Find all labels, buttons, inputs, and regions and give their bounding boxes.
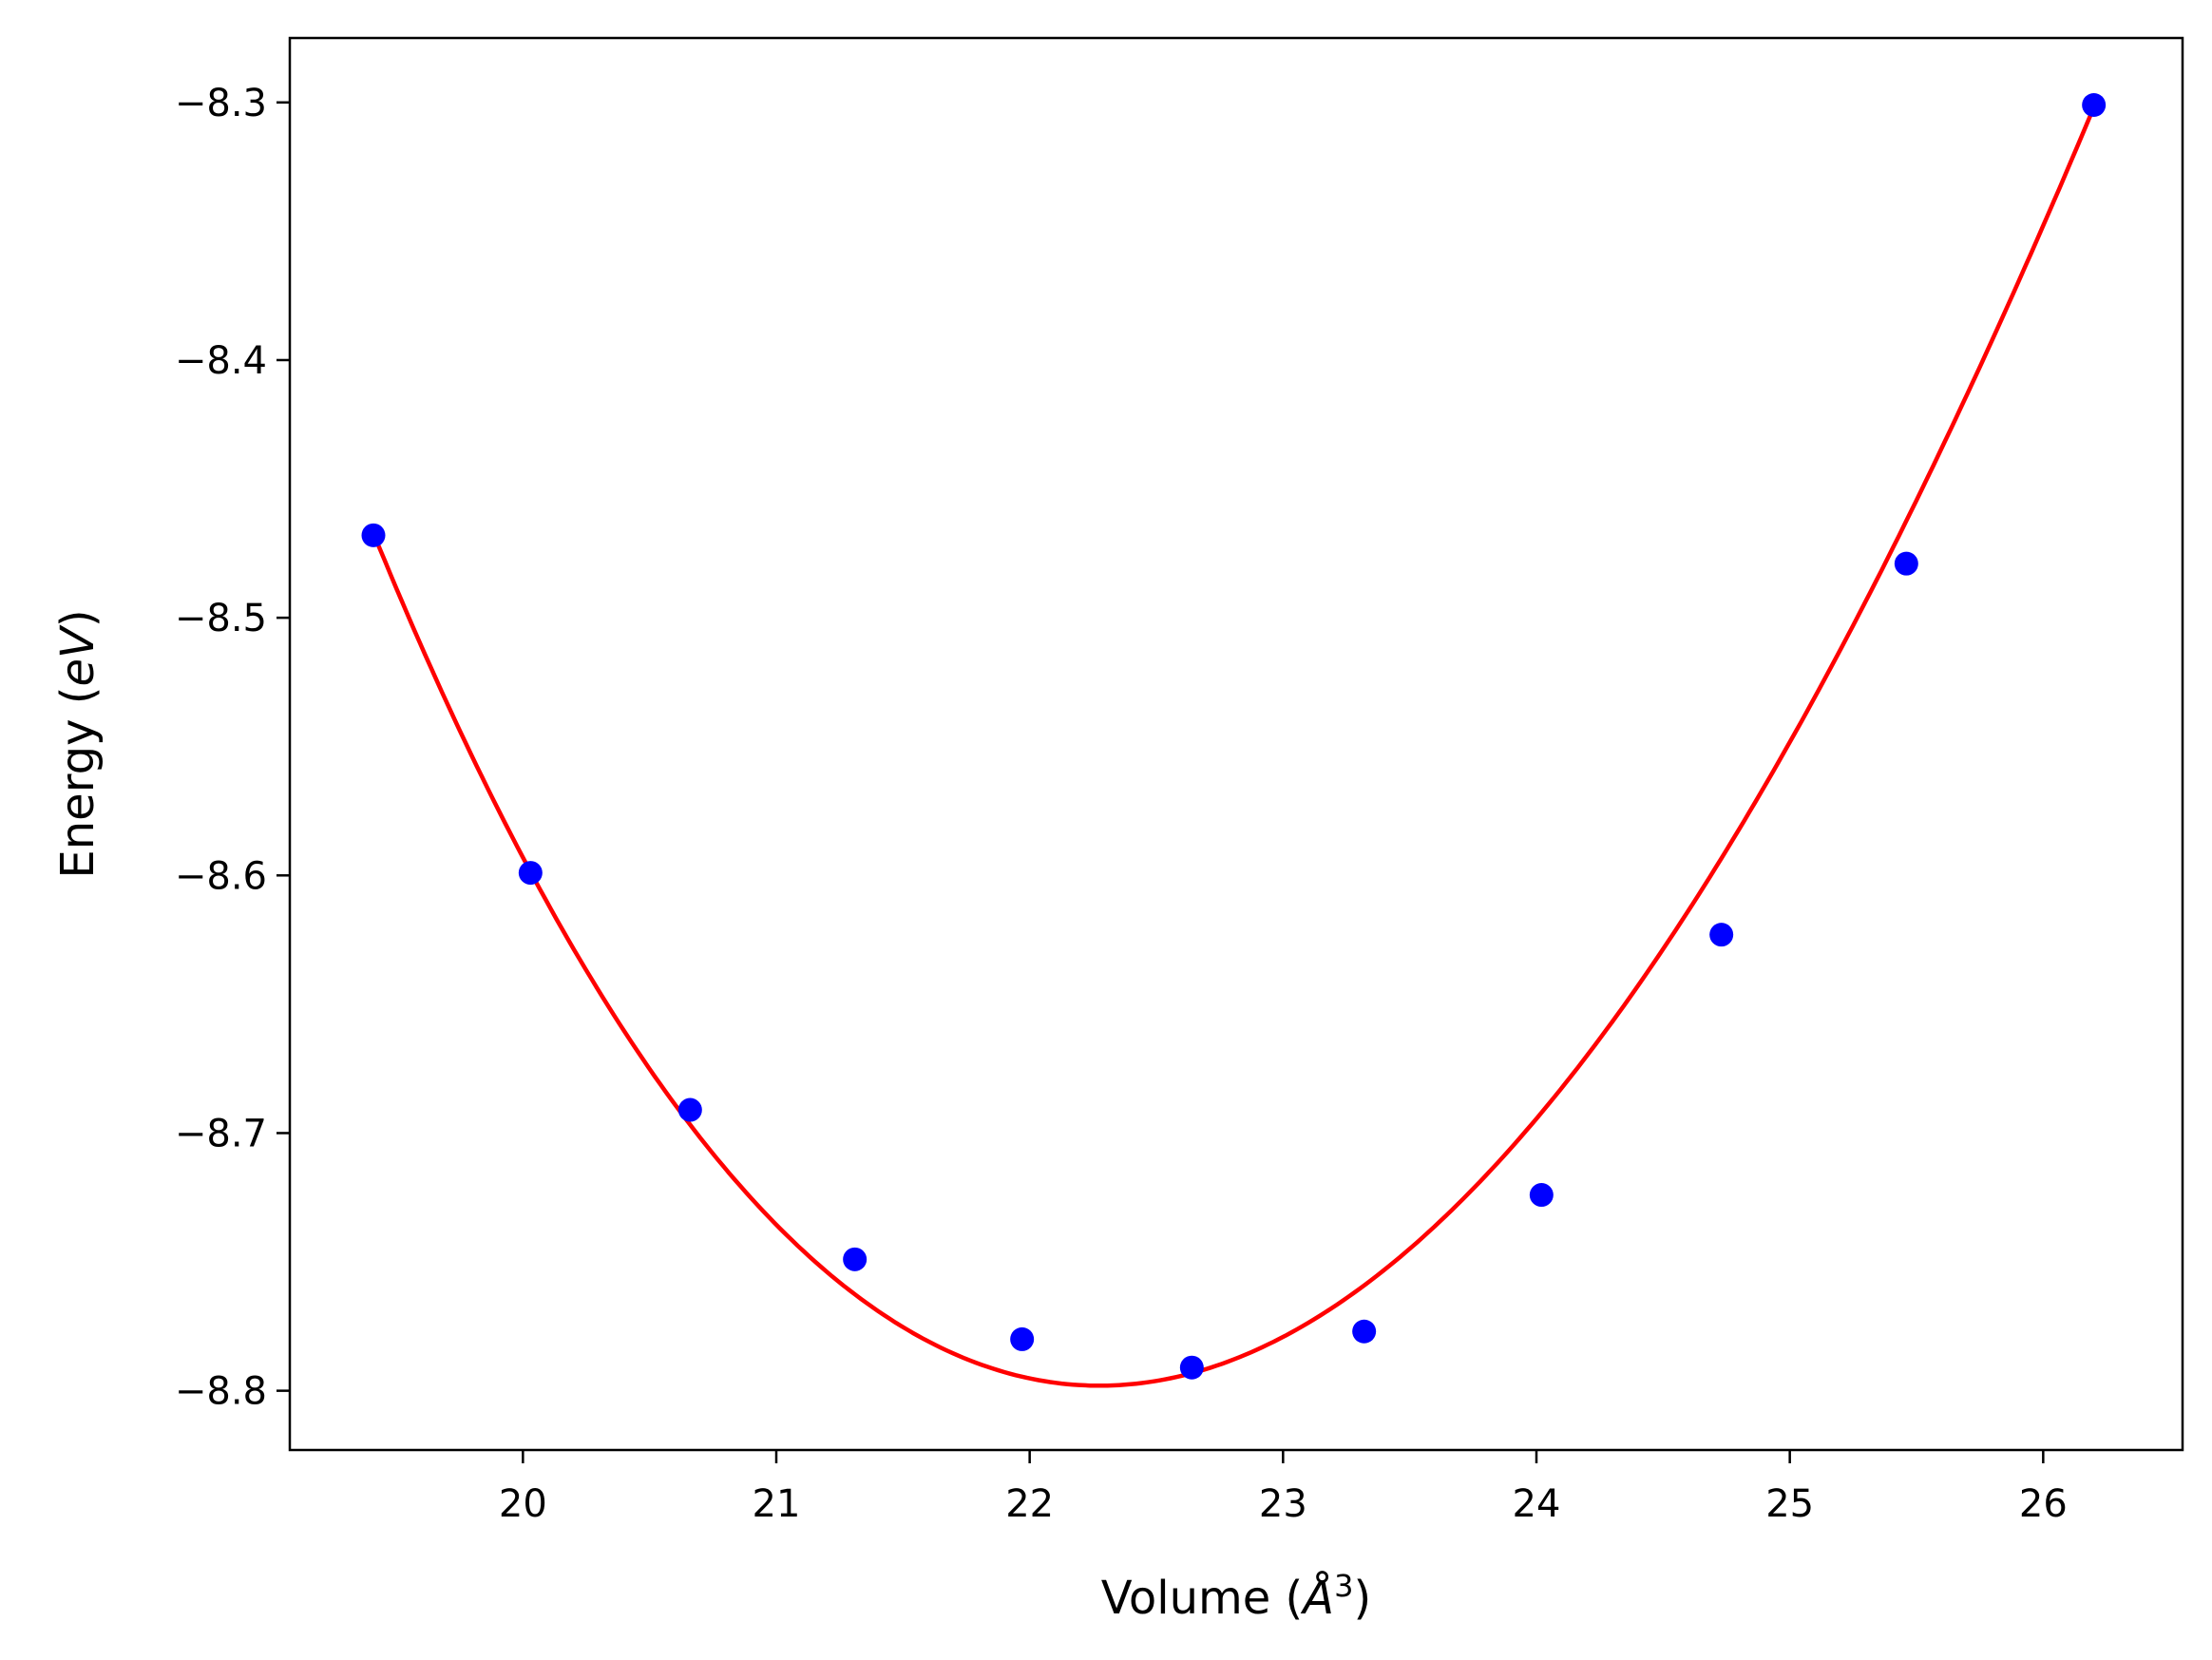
plot-area [361, 93, 2107, 1388]
data-point [361, 523, 386, 547]
x-axis-label-exponent: 3 [1334, 1568, 1353, 1604]
y-tick-label: −8.8 [175, 1370, 267, 1414]
y-tick-label: −8.7 [175, 1112, 267, 1155]
data-point [677, 1097, 702, 1122]
data-point [843, 1247, 868, 1271]
data-point [1709, 923, 1734, 947]
x-tick-label: 22 [1005, 1482, 1054, 1526]
y-axis-label-close: ) [51, 609, 105, 627]
x-axis-label-close: ) [1353, 1572, 1371, 1625]
x-tick-label: 23 [1259, 1482, 1307, 1526]
y-tick-label: −8.6 [175, 854, 267, 898]
y-tick-label: −8.4 [175, 339, 267, 383]
y-axis-label: Energy (eV) [51, 609, 105, 878]
data-point [1010, 1326, 1035, 1351]
axes-frame [288, 36, 2184, 1452]
y-tick-label: −8.3 [175, 82, 267, 125]
data-point [2082, 93, 2107, 118]
x-axis: 20 21 22 23 24 25 26 [499, 1450, 2068, 1526]
x-tick-label: 20 [499, 1482, 547, 1526]
y-tick-label: −8.5 [175, 597, 267, 640]
data-point [1352, 1319, 1377, 1344]
data-point [1179, 1355, 1204, 1380]
y-axis-label-unit: eV [51, 624, 105, 687]
y-axis: −8.3 −8.4 −8.5 −8.6 −8.7 −8.8 [175, 82, 290, 1414]
data-point [518, 861, 543, 886]
y-axis-label-text: Energy ( [51, 687, 105, 879]
x-tick-label: 26 [2019, 1482, 2068, 1526]
x-axis-label-unit: Å [1300, 1571, 1334, 1625]
x-axis-label: Volume (Å3) [1101, 1568, 1371, 1625]
x-tick-label: 21 [753, 1482, 801, 1526]
fit-curve [371, 106, 2096, 1388]
x-tick-label: 24 [1513, 1482, 1561, 1526]
data-point [1894, 551, 1918, 576]
x-axis-label-text: Volume ( [1101, 1572, 1304, 1625]
x-tick-label: 25 [1765, 1482, 1814, 1526]
data-point [1529, 1183, 1554, 1208]
